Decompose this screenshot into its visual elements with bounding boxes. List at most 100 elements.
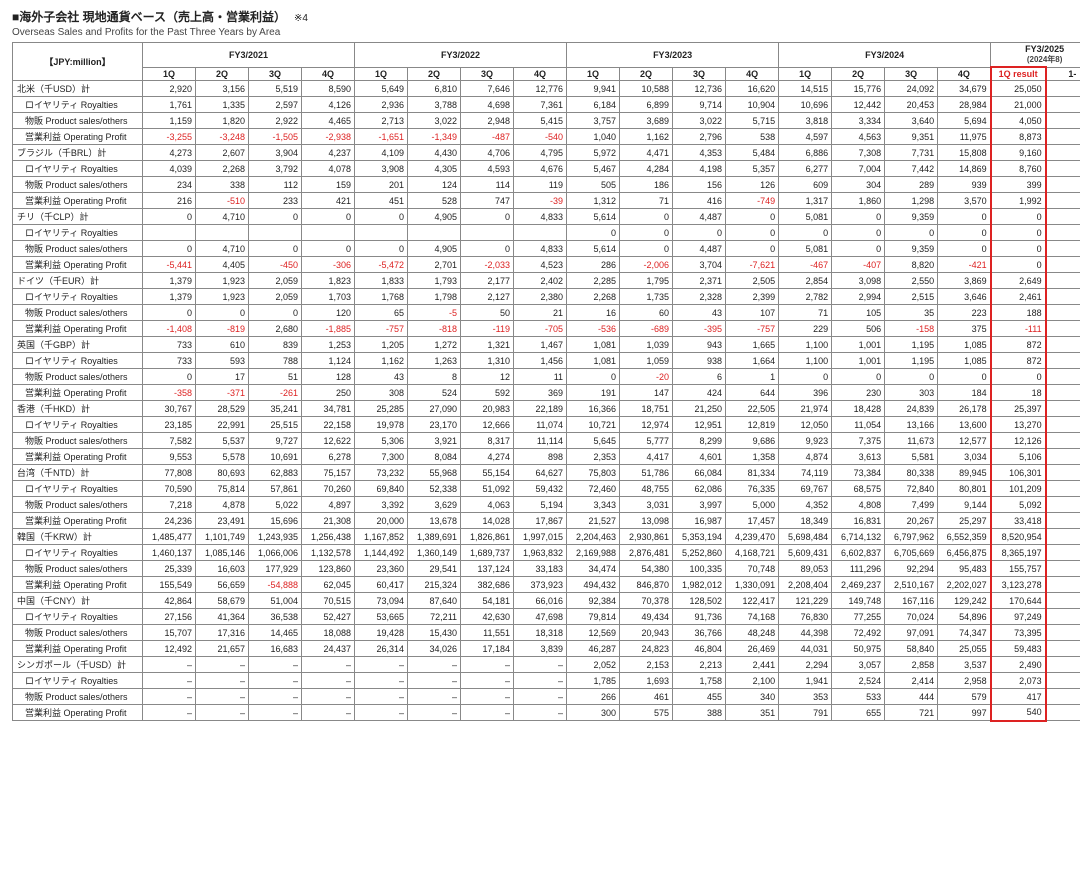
value-cell: 4,050 — [991, 113, 1046, 129]
value-cell: 3,022 — [408, 113, 461, 129]
value-cell: 114 — [461, 177, 514, 193]
q-header: 1Q — [143, 67, 196, 81]
value-cell: 9,160 — [991, 145, 1046, 161]
table-row: 営業利益 Operating Profit12,49221,65716,6832… — [13, 641, 1080, 657]
value-cell: 9,144 — [938, 497, 991, 513]
table-row: ロイヤリティ Royalties1,460,1371,085,1461,066,… — [13, 545, 1080, 561]
value-cell: 22,189 — [514, 401, 567, 417]
region-label: 中国（千CNY）計 — [13, 593, 143, 609]
value-cell: 23,491 — [196, 513, 249, 529]
value-cell: 234 — [143, 177, 196, 193]
value-cell: -20 — [620, 369, 673, 385]
value-cell: 1,195 — [885, 353, 938, 369]
value-cell: 17,184 — [461, 641, 514, 657]
value-cell: 121,229 — [779, 593, 832, 609]
value-cell: 1,820 — [196, 113, 249, 129]
value-cell: 72,211 — [408, 609, 461, 625]
value-cell: 5,777 — [620, 433, 673, 449]
value-cell: 12,492 — [143, 641, 196, 657]
value-cell: -467 — [779, 257, 832, 273]
value-cell — [1046, 545, 1080, 561]
value-cell: 4,305 — [408, 161, 461, 177]
value-cell: 733 — [143, 353, 196, 369]
value-cell: 610 — [196, 337, 249, 353]
value-cell: 4,523 — [514, 257, 567, 273]
value-cell: – — [302, 657, 355, 673]
value-cell: 66,084 — [673, 465, 726, 481]
extra-header: 1- — [1046, 67, 1080, 81]
value-cell: 18,428 — [832, 401, 885, 417]
title-jp: ■海外子会社 現地通貨ベース（売上高・営業利益） — [12, 8, 286, 25]
value-cell: 59,483 — [991, 641, 1046, 657]
value-cell: 0 — [302, 241, 355, 257]
value-cell: 57,861 — [249, 481, 302, 497]
value-cell: 4,237 — [302, 145, 355, 161]
value-cell: 1,467 — [514, 337, 567, 353]
value-cell: 2,059 — [249, 289, 302, 305]
value-cell: 0 — [620, 209, 673, 225]
value-cell: 8,317 — [461, 433, 514, 449]
value-cell — [1046, 561, 1080, 577]
value-cell: 21,000 — [991, 97, 1046, 113]
value-cell: 51,004 — [249, 593, 302, 609]
value-cell: -487 — [461, 129, 514, 145]
value-cell: 155,549 — [143, 577, 196, 593]
value-cell: 2,948 — [461, 113, 514, 129]
value-cell: 12 — [461, 369, 514, 385]
value-cell: 188 — [991, 305, 1046, 321]
value-cell: 4,487 — [673, 209, 726, 225]
value-cell: 24,437 — [302, 641, 355, 657]
value-cell: 36,766 — [673, 625, 726, 641]
value-cell: 10,696 — [779, 97, 832, 113]
title-note: ※4 — [294, 13, 308, 24]
value-cell: 505 — [567, 177, 620, 193]
value-cell: 5,519 — [249, 81, 302, 97]
value-cell: 15,808 — [938, 145, 991, 161]
value-cell: -536 — [567, 321, 620, 337]
value-cell: 369 — [514, 385, 567, 401]
value-cell: 25,515 — [249, 417, 302, 433]
value-cell: 1,100 — [779, 337, 832, 353]
value-cell: 3,537 — [938, 657, 991, 673]
value-cell: – — [302, 673, 355, 689]
value-cell — [1046, 145, 1080, 161]
value-cell — [408, 225, 461, 241]
value-cell: 0 — [143, 241, 196, 257]
value-cell: 147 — [620, 385, 673, 401]
sub-label: ロイヤリティ Royalties — [13, 417, 143, 433]
value-cell: 7,375 — [832, 433, 885, 449]
value-cell: 1,485,477 — [143, 529, 196, 545]
value-cell: 5,694 — [938, 113, 991, 129]
value-cell: 788 — [249, 353, 302, 369]
value-cell: 6,797,962 — [885, 529, 938, 545]
value-cell: 54,380 — [620, 561, 673, 577]
value-cell — [1046, 609, 1080, 625]
value-cell: 7,442 — [885, 161, 938, 177]
value-cell: 16,987 — [673, 513, 726, 529]
value-cell: 1,664 — [726, 353, 779, 369]
value-cell: 4,109 — [355, 145, 408, 161]
value-cell: 300 — [567, 705, 620, 721]
value-cell: 106,301 — [991, 465, 1046, 481]
value-cell: – — [196, 657, 249, 673]
value-cell — [1046, 161, 1080, 177]
value-cell: 1,039 — [620, 337, 673, 353]
value-cell: 2,268 — [196, 161, 249, 177]
value-cell: 21,308 — [302, 513, 355, 529]
value-cell: 0 — [938, 241, 991, 257]
value-cell: 16,366 — [567, 401, 620, 417]
value-cell: 3,908 — [355, 161, 408, 177]
value-cell: 1,101,749 — [196, 529, 249, 545]
value-cell: 2,177 — [461, 273, 514, 289]
value-cell: 17 — [196, 369, 249, 385]
value-cell: 6,277 — [779, 161, 832, 177]
value-cell: 58,679 — [196, 593, 249, 609]
value-cell: -1,885 — [302, 321, 355, 337]
sub-label: 物販 Product sales/others — [13, 561, 143, 577]
value-cell: 75,157 — [302, 465, 355, 481]
table-row: ロイヤリティ Royalties1,7611,3352,5974,1262,93… — [13, 97, 1080, 113]
value-cell: 494,432 — [567, 577, 620, 593]
value-cell — [1046, 241, 1080, 257]
q-header: 3Q — [461, 67, 514, 81]
value-cell: 48,755 — [620, 481, 673, 497]
